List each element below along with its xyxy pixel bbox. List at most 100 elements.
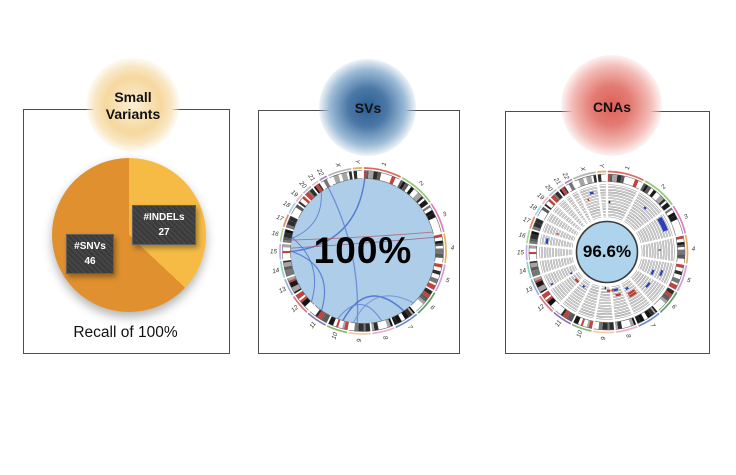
chromosome-label: 7 (648, 322, 656, 329)
cna-segment (650, 269, 655, 276)
chromosome-label: 20 (543, 183, 554, 194)
sv-link (290, 236, 435, 249)
cna-segment (645, 281, 651, 289)
sv-link (290, 250, 326, 311)
cna-segment (574, 278, 580, 284)
cna-segment (615, 293, 622, 297)
cna-recall-value: 96.6% (582, 242, 632, 261)
sv-recall-value: 100% (313, 230, 413, 271)
cna-segment (569, 271, 573, 275)
cna-segment (625, 286, 629, 291)
cna-segment (589, 191, 594, 195)
chromosome-label: 14 (272, 267, 281, 275)
sv-link (291, 231, 434, 241)
recall-caption: Recall of 100% (73, 324, 178, 341)
sv-link (327, 187, 359, 324)
pie-label-snvs: #SNVs 46 (66, 234, 114, 274)
cna-center-disc (575, 220, 639, 284)
chromosome-label: 4 (451, 245, 455, 252)
sv-link (291, 236, 315, 303)
cna-segment (582, 284, 586, 288)
chromosome-label: 6 (429, 304, 437, 312)
chromosome-label: 14 (519, 267, 528, 275)
chromosome-label: 15 (270, 248, 278, 255)
chromosome-label: 13 (278, 285, 288, 295)
chromosome-label: 2 (417, 180, 426, 188)
sv-link (291, 191, 322, 239)
cna-segments (545, 191, 669, 298)
sv-link (342, 295, 405, 321)
cna-segment (659, 269, 664, 277)
cna-segment (657, 216, 669, 232)
panel-title-cnas: CNAs (592, 99, 632, 115)
ideogram-ring (279, 167, 447, 335)
chromosome-label: 11 (554, 319, 563, 328)
chromosome-label: 9 (356, 338, 363, 342)
cna-segment (627, 289, 636, 296)
chromosome-label: 22 (560, 171, 570, 182)
pie-label-indels: #INDELs 27 (132, 205, 196, 245)
title-line-variants: Variants (105, 105, 161, 122)
small-variants-glow (86, 58, 180, 152)
chromosome-label: X (333, 161, 341, 169)
indels-count: 27 (158, 227, 170, 238)
chromosome-label: Y (597, 163, 604, 168)
title-line-small: Small (114, 89, 152, 105)
chromosome-label: 15 (517, 249, 525, 256)
chromosome-label: 21 (306, 172, 316, 183)
chromosome-label: 12 (536, 303, 546, 313)
cnas-glow (561, 55, 662, 156)
cna-sector-gaps (538, 183, 675, 321)
chromosome-label: 1 (381, 162, 389, 167)
chromosome-label: 3 (683, 213, 690, 221)
chromosome-label: 17 (275, 214, 285, 223)
sv-inner-disc (290, 178, 436, 324)
cna-segment (613, 288, 619, 292)
chromosome-label: 10 (331, 331, 340, 340)
chromosome-label: 5 (445, 277, 451, 285)
svs-glow (319, 59, 416, 156)
chromosome-label: X (578, 165, 586, 173)
sv-link (290, 178, 366, 253)
chromosome-label: 8 (381, 335, 389, 341)
chromosome-label: 6 (670, 303, 678, 311)
chromosome-label: 13 (525, 285, 535, 295)
sv-links (290, 178, 435, 324)
chromosome-label: 9 (600, 336, 607, 340)
chromosome-label: 10 (575, 329, 584, 338)
chromosome-label: 12 (290, 304, 300, 314)
cna-segment (628, 291, 637, 298)
chromosome-label: 19 (535, 192, 545, 202)
chromosome-label: 21 (552, 176, 562, 187)
chromosome-label: 22 (315, 167, 325, 178)
chromosome-label: 19 (289, 189, 299, 199)
snvs-count: 46 (84, 256, 96, 267)
snvs-label: #SNVs (74, 240, 106, 252)
chromosome-label: 11 (308, 321, 317, 330)
chromosome-label: 3 (442, 211, 449, 219)
sv-link (337, 303, 383, 322)
cna-segment (550, 282, 554, 286)
chromosome-label: 4 (692, 246, 696, 253)
chromosome-label: 16 (271, 230, 280, 238)
chromosome-label: Y (353, 159, 360, 164)
panel-title-small-variants: Small Variants (73, 89, 193, 122)
ideogram-ring (525, 170, 689, 334)
chromosome-label: 5 (686, 277, 692, 285)
panel-title-svs: SVs (354, 100, 382, 116)
sv-link (352, 295, 414, 324)
chromosome-label: 18 (528, 202, 538, 212)
chromosome-label: 1 (624, 166, 632, 171)
chromosome-label: 17 (522, 216, 532, 225)
chromosome-label: 20 (297, 179, 308, 190)
chromosome-label: 8 (624, 333, 632, 339)
indels-label: #INDELs (143, 211, 185, 223)
cna-segment (587, 198, 590, 202)
cna-segment (545, 238, 549, 245)
chromosome-label: 18 (282, 200, 292, 210)
